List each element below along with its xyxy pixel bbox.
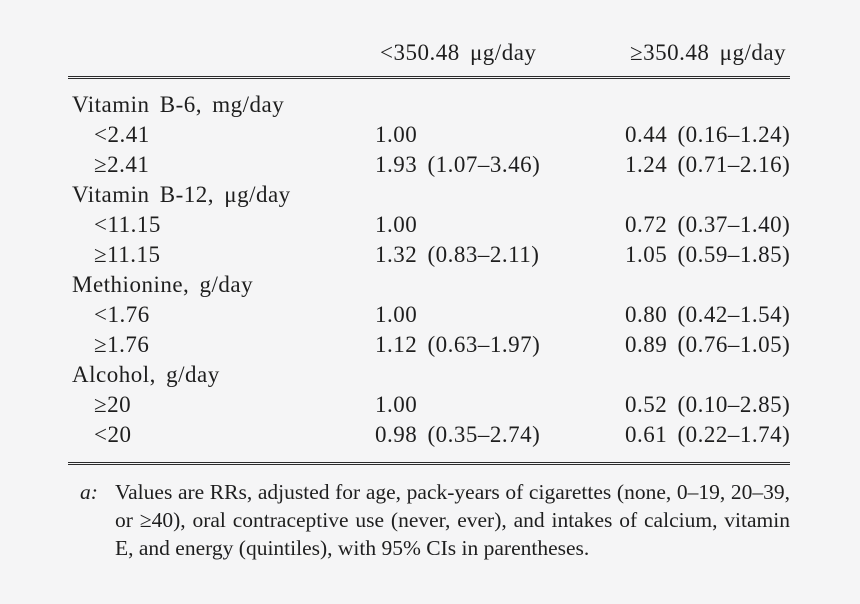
row-label: <11.15: [94, 212, 161, 237]
table-row: <1.76 1.00 0.80 (0.42–1.54): [68, 300, 790, 330]
row-label: ≥11.15: [94, 242, 161, 267]
row-label: ≥2.41: [94, 152, 150, 177]
row-label: Alcohol, g/day: [72, 362, 220, 387]
table-row-section-alcohol: Alcohol, g/day: [68, 360, 790, 390]
table-row: ≥1.76 1.12 (0.63–1.97) 0.89 (0.76–1.05): [68, 330, 790, 360]
row-label: <1.76: [94, 302, 150, 327]
column-header-ge-350: ≥350.48 μg/day: [630, 40, 787, 65]
table-row: <11.15 1.00 0.72 (0.37–1.40): [68, 210, 790, 240]
row-value-col1: [375, 180, 625, 210]
row-value-col2: 0.52 (0.10–2.85): [625, 392, 791, 417]
row-value-col1: 1.00: [375, 122, 418, 147]
row-value-col2: 0.89 (0.76–1.05): [625, 332, 791, 357]
row-value-col2: 0.80 (0.42–1.54): [625, 302, 791, 327]
row-value-col2: [625, 90, 790, 120]
table-header-row: <350.48 μg/day ≥350.48 μg/day: [68, 38, 790, 68]
table-row: ≥11.15 1.32 (0.83–2.11) 1.05 (0.59–1.85): [68, 240, 790, 270]
row-value-col1: 1.00: [375, 392, 418, 417]
row-value-col1: [375, 270, 625, 300]
row-label: <20: [94, 422, 132, 447]
row-label: ≥1.76: [94, 332, 150, 357]
row-value-col1: 1.00: [375, 212, 418, 237]
table-top-rule: [68, 76, 790, 79]
row-value-col2: 0.72 (0.37–1.40): [625, 212, 791, 237]
row-value-col1: 0.98 (0.35–2.74): [375, 422, 541, 447]
table-row-section-methionine: Methionine, g/day: [68, 270, 790, 300]
table-row: <20 0.98 (0.35–2.74) 0.61 (0.22–1.74): [68, 420, 790, 450]
row-value-col1: [375, 360, 625, 390]
row-value-col2: [625, 270, 790, 300]
column-header-lt-350: <350.48 μg/day: [380, 40, 537, 65]
row-label: Methionine, g/day: [72, 272, 254, 297]
row-value-col2: [625, 180, 790, 210]
row-label: Vitamin B-12, μg/day: [72, 182, 291, 207]
row-label: ≥20: [94, 392, 132, 417]
row-label: Vitamin B-6, mg/day: [72, 92, 285, 117]
table-row: <2.41 1.00 0.44 (0.16–1.24): [68, 120, 790, 150]
row-value-col2: 1.05 (0.59–1.85): [625, 242, 791, 267]
table-row-section-vitamin-b6: Vitamin B-6, mg/day: [68, 90, 790, 120]
table-footnote: a: Values are RRs, adjusted for age, pac…: [80, 478, 790, 562]
row-value-col1: 1.12 (0.63–1.97): [375, 332, 541, 357]
row-value-col2: 0.44 (0.16–1.24): [625, 122, 791, 147]
row-value-col1: 1.00: [375, 302, 418, 327]
row-value-col2: 1.24 (0.71–2.16): [625, 152, 791, 177]
table-bottom-rule: [68, 462, 790, 465]
row-value-col1: 1.93 (1.07–3.46): [375, 152, 541, 177]
table-row: ≥20 1.00 0.52 (0.10–2.85): [68, 390, 790, 420]
table-row-section-vitamin-b12: Vitamin B-12, μg/day: [68, 180, 790, 210]
table-body: Vitamin B-6, mg/day <2.41 1.00 0.44 (0.1…: [68, 90, 790, 450]
row-label: <2.41: [94, 122, 150, 147]
row-value-col1: 1.32 (0.83–2.11): [375, 242, 540, 267]
row-value-col1: [375, 90, 625, 120]
header-spacer-cell: [68, 38, 375, 68]
row-value-col2: [625, 360, 790, 390]
footnote-text: Values are RRs, adjusted for age, pack-y…: [115, 480, 790, 560]
footnote-marker: a:: [80, 480, 98, 504]
row-value-col2: 0.61 (0.22–1.74): [625, 422, 791, 447]
table-row: ≥2.41 1.93 (1.07–3.46) 1.24 (0.71–2.16): [68, 150, 790, 180]
